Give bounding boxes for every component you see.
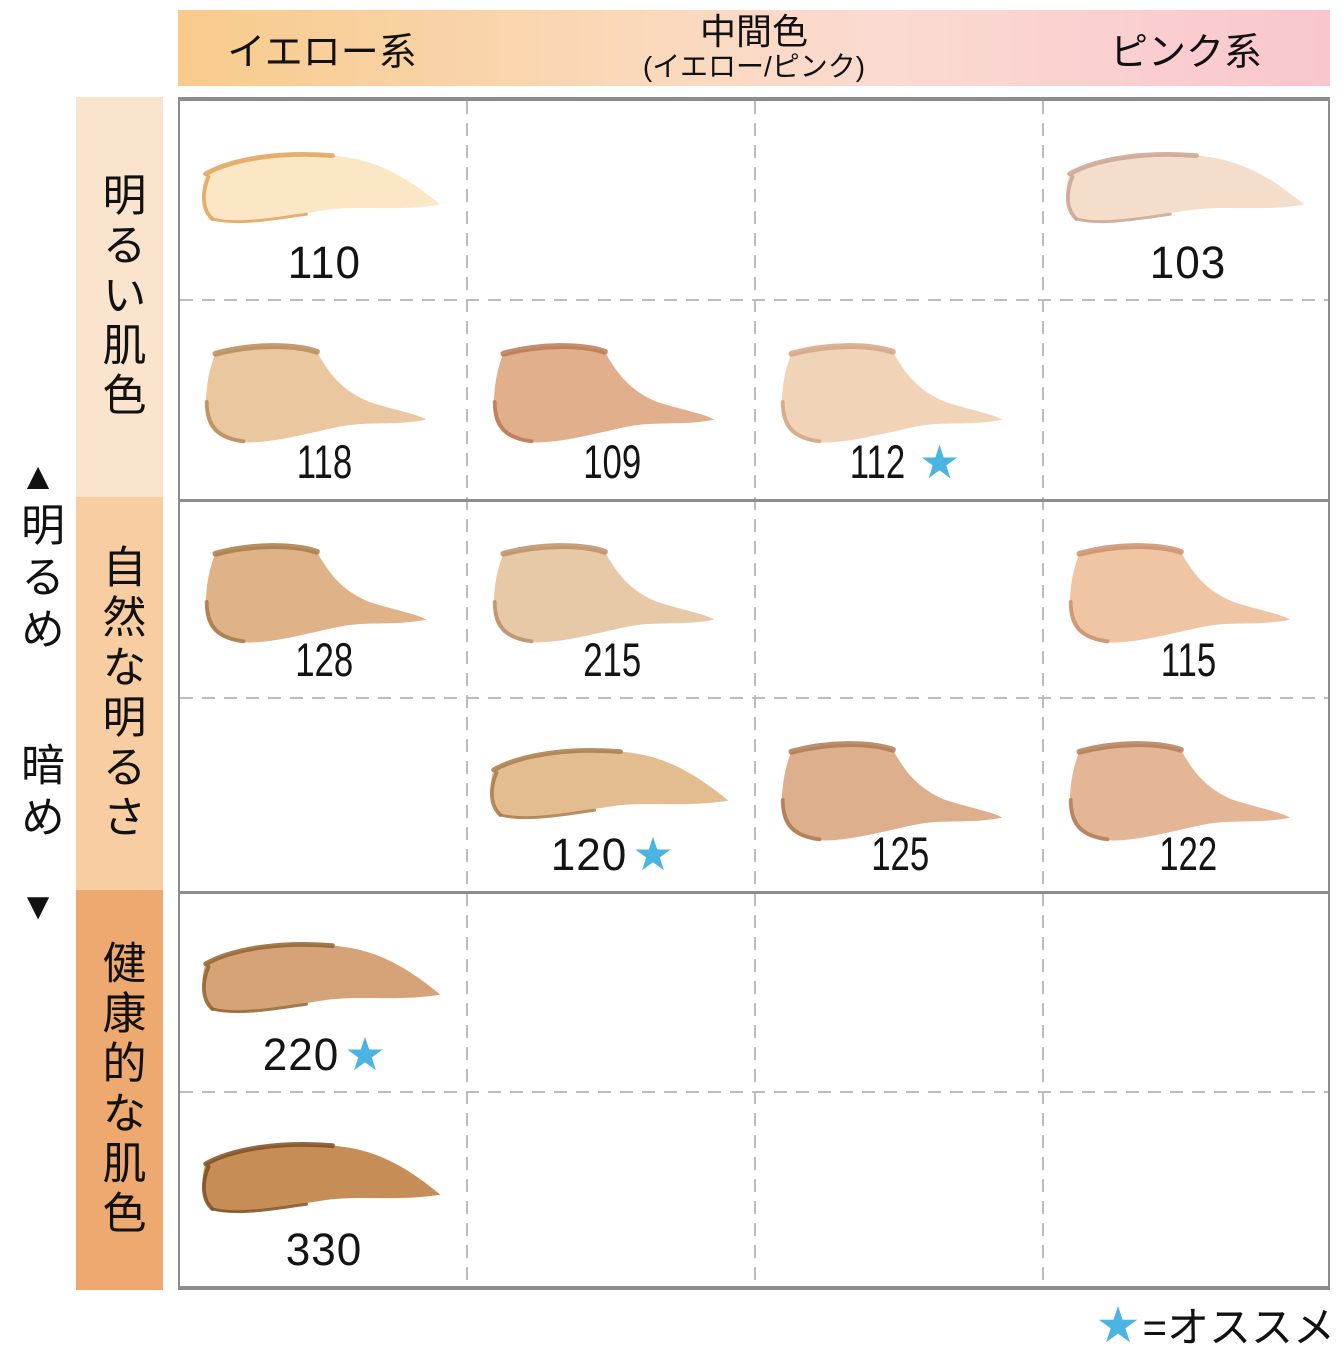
grid-group-line [180,499,1328,502]
swatch-330 [202,1142,441,1214]
recommended-star-icon: ★ [918,436,961,488]
swatch-220 [202,942,441,1014]
shade-number-122: 122 [1158,827,1218,880]
row-group-healthy-skin-label: 健康的な肌色 [95,940,145,1240]
shade-cell-128: 128 [180,499,468,697]
shade-cell-118: 118 [180,299,468,499]
shade-number-112: 112 ★ [849,435,961,488]
shade-cell-112: 112 ★ [756,299,1044,499]
shade-cell-103: 103 [1044,101,1332,299]
shade-grid: 110 103 118 109 112 ★ 128 215 115 120 ★ 125 122 220 ★ 3… [178,97,1330,1290]
row-group-bright-skin: 明るい肌色 [76,97,163,497]
legend-text: =オススメ [1142,1304,1335,1351]
legend: ★ =オススメ [1096,1294,1335,1351]
swatch-125 [780,741,1003,842]
shade-number-215: 215 [582,633,642,686]
axis-darker-label: 暗め [14,742,63,846]
shade-cell-220: 220 ★ [180,891,468,1091]
swatch-128 [204,543,427,644]
header-neutral-tone: 中間色 (イエロー/ピンク) [466,10,1042,86]
shade-number-115: 115 [1160,633,1216,686]
shade-number-103: 103 [1149,237,1227,288]
shade-cell-125: 125 [756,697,1044,891]
shade-number-118: 118 [296,435,352,488]
swatch-120 [490,748,729,820]
arrow-up-icon: ▲ [19,456,57,498]
grid-row-line [180,299,1328,301]
axis-brighter: 明るめ [0,502,76,672]
swatch-110 [202,152,441,224]
row-group-bright-skin-label: 明るい肌色 [95,172,145,422]
grid-row-line [180,697,1328,699]
header-yellow-label: イエロー系 [227,31,417,74]
swatch-215 [492,543,715,644]
shade-cell-215: 215 [468,499,756,697]
grid-column-line [466,101,468,1286]
swatch-112 [780,343,1003,444]
axis-brighter-label: 明るめ [14,502,63,658]
shade-cell-330: 330 [180,1091,468,1286]
shade-cell-115: 115 [1044,499,1332,697]
shade-cell-110: 110 [180,101,468,299]
shade-cell-120: 120 ★ [468,697,756,891]
swatch-115 [1068,543,1291,644]
row-group-natural-brightness-label: 自然な明るさ [95,543,145,844]
grid-group-line [180,891,1328,894]
recommended-star-icon: ★ [632,828,674,880]
header-yellow-tone: イエロー系 [178,10,466,86]
row-group-natural-brightness: 自然な明るさ [76,497,163,890]
swatch-109 [492,343,715,444]
arrow-down-icon: ▼ [19,886,57,928]
header-neutral-sublabel: (イエロー/ピンク) [642,51,866,82]
shade-number-110: 110 [287,237,361,288]
swatch-122 [1068,741,1291,842]
header-neutral-label: 中間色 [699,11,808,52]
shade-number-120: 120 ★ [551,828,674,880]
shade-number-125: 125 [870,827,930,880]
row-group-healthy-skin: 健康的な肌色 [76,890,163,1290]
grid-column-line [1042,101,1044,1286]
shade-cell-122: 122 [1044,697,1332,891]
header-pink-tone: ピンク系 [1042,10,1330,86]
swatch-103 [1066,152,1305,224]
shade-number-109: 109 [582,435,642,488]
shade-number-330: 330 [285,1224,363,1275]
shade-cell-109: 109 [468,299,756,499]
shade-number-128: 128 [294,633,354,686]
tone-header-bar: イエロー系 中間色 (イエロー/ピンク) ピンク系 [178,10,1330,86]
star-icon: ★ [1095,1296,1141,1351]
header-pink-label: ピンク系 [1109,31,1262,74]
grid-column-line [754,101,756,1286]
axis-darker: 暗め [0,742,76,892]
shade-number-220: 220 ★ [263,1028,386,1080]
grid-row-line [180,1091,1328,1093]
swatch-118 [204,343,427,444]
recommended-star-icon: ★ [344,1028,386,1080]
